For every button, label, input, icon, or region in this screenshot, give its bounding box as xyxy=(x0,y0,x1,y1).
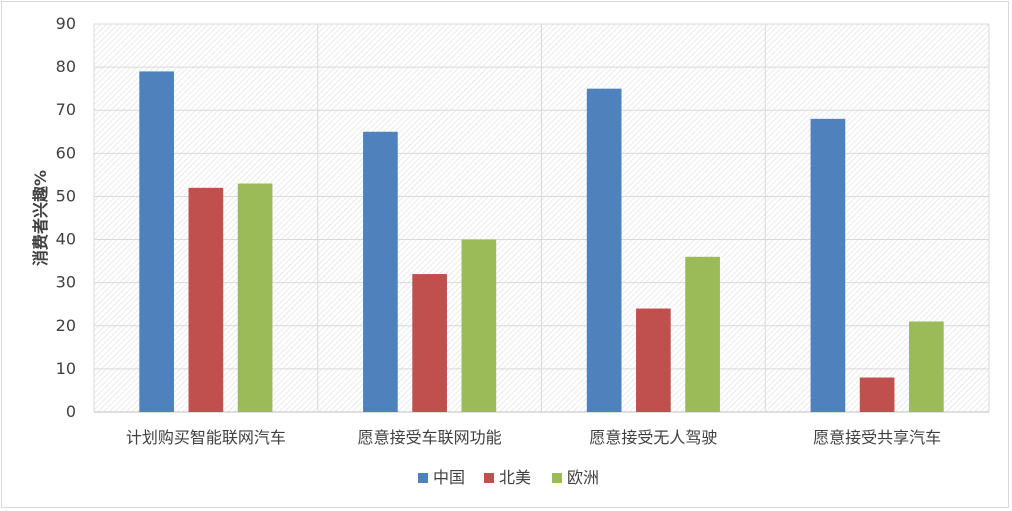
bar xyxy=(636,308,671,412)
bar xyxy=(237,183,273,412)
y-tick-label: 60 xyxy=(56,143,76,162)
bar xyxy=(685,256,720,412)
x-category-label: 愿意接受共享汽车 xyxy=(813,428,941,447)
bar xyxy=(412,274,447,412)
y-tick-label: 80 xyxy=(56,57,76,76)
legend-label: 北美 xyxy=(499,468,531,487)
legend: 中国 北美 欧洲 xyxy=(418,468,599,487)
y-tick-label: 0 xyxy=(66,402,76,421)
y-tick-label: 20 xyxy=(56,316,76,335)
y-tick-label: 30 xyxy=(56,273,76,292)
x-category-label: 愿意接受无人驾驶 xyxy=(589,428,717,447)
legend-label: 欧洲 xyxy=(567,468,599,487)
y-axis-ticks: 0 10 20 30 40 50 60 70 80 90 xyxy=(56,14,76,421)
y-tick-label: 10 xyxy=(56,359,76,378)
y-tick-label: 70 xyxy=(56,100,76,119)
y-axis-label: 消费者兴趣% xyxy=(31,170,50,266)
bar xyxy=(139,71,174,412)
bar xyxy=(188,187,224,412)
bar xyxy=(461,239,497,412)
bar xyxy=(586,88,622,413)
bar xyxy=(810,118,846,412)
bar xyxy=(859,377,895,412)
legend-label: 中国 xyxy=(433,468,465,487)
x-axis-categories: 计划购买智能联网汽车 愿意接受车联网功能 愿意接受无人驾驶 愿意接受共享汽车 xyxy=(126,428,941,447)
x-category-label: 计划购买智能联网汽车 xyxy=(126,428,286,447)
bars xyxy=(139,71,944,413)
y-tick-label: 90 xyxy=(56,14,76,33)
legend-swatch xyxy=(484,473,494,483)
bar xyxy=(363,131,398,412)
legend-swatch xyxy=(418,473,428,483)
y-tick-label: 50 xyxy=(56,186,76,205)
y-tick-label: 40 xyxy=(56,230,76,249)
legend-swatch xyxy=(552,473,562,483)
bar xyxy=(909,321,944,412)
x-category-label: 愿意接受车联网功能 xyxy=(358,428,502,447)
